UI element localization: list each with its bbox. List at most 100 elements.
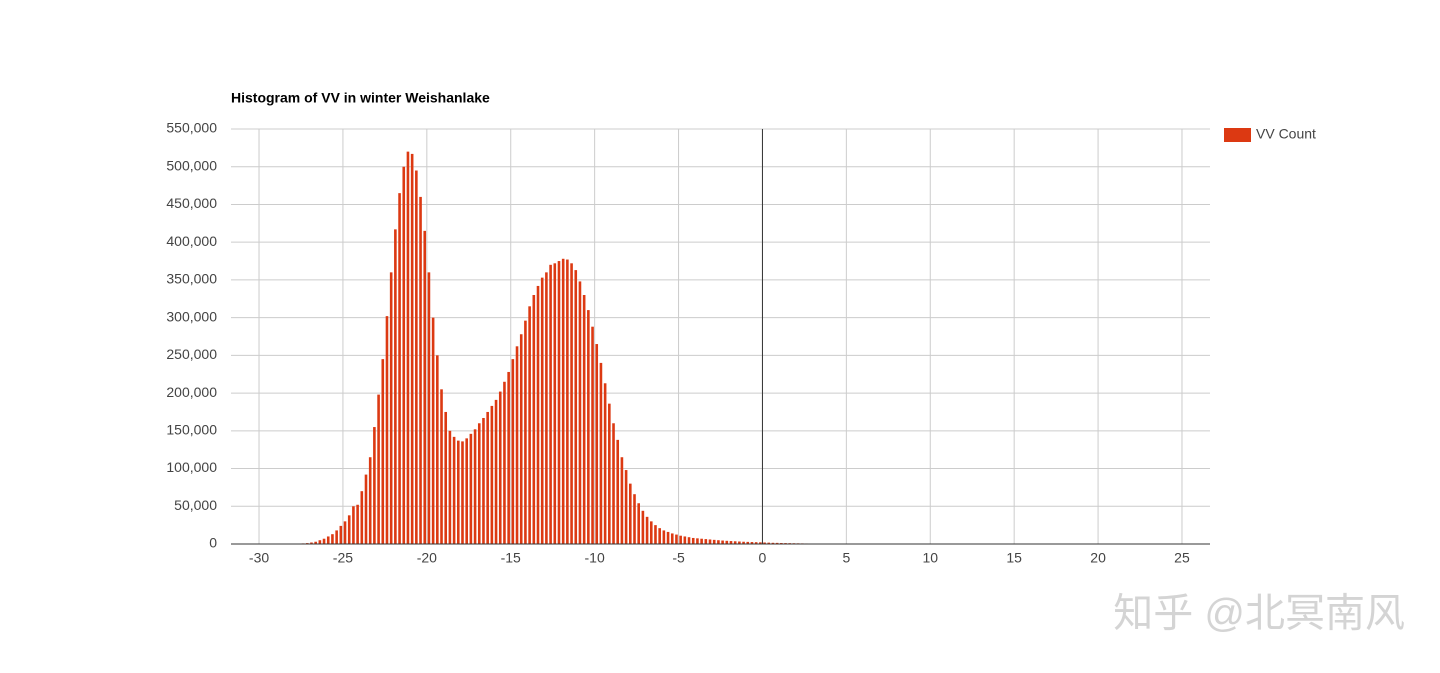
bar [360,491,364,544]
bar [406,151,410,545]
bar [708,539,712,544]
bar [343,521,347,544]
bar [704,539,708,544]
bar [419,196,422,544]
bar [608,403,611,544]
bar [603,383,607,544]
x-tick-label: -5 [672,550,685,566]
bar [658,528,661,544]
bar [456,440,460,544]
bar [712,539,716,544]
bar [389,272,393,544]
bar [578,281,582,544]
bar [540,277,544,544]
bar [700,538,703,544]
watermark: 知乎 @北冥南风 [1113,592,1405,636]
bar [507,371,510,544]
bar [402,166,406,544]
bar [553,263,557,544]
chart-title: Histogram of VV in winter Weishanlake [231,90,490,106]
bar [477,423,481,544]
bar [591,326,594,544]
bar [356,504,359,544]
bar [339,525,343,544]
x-tick-label: -15 [501,550,521,566]
y-tick-label: 150,000 [166,422,217,438]
legend-label: VV Count [1256,126,1316,142]
bar [347,515,351,544]
y-tick-label: 550,000 [166,120,217,136]
bar [490,405,494,544]
y-tick-label: 350,000 [166,271,217,287]
x-tick-label: -10 [585,550,605,566]
bar [318,540,322,544]
bar [624,470,628,544]
bar [322,538,326,544]
bar [649,521,653,544]
bar [742,541,745,544]
bar [666,531,670,544]
bar [436,355,439,544]
bar [645,516,649,544]
bar [519,334,523,544]
bar [595,344,599,544]
bar [532,295,536,544]
bar [721,540,724,544]
bar [629,483,632,544]
bar [691,537,695,544]
x-tick-label: 5 [842,550,850,566]
bar [637,503,640,544]
bar [599,362,603,544]
bar [465,438,468,544]
bar [729,541,733,544]
bar [448,430,452,544]
x-tick-label: 0 [759,550,767,566]
bar [427,272,431,544]
bar [670,533,674,544]
bar [364,474,368,544]
bar [511,359,515,544]
bar [373,427,376,544]
bar [431,317,435,544]
bar [503,381,506,544]
bar [486,411,489,544]
bar [314,541,317,544]
bar [612,423,615,544]
bar [633,494,636,544]
y-tick-label: 500,000 [166,157,217,173]
bar [482,417,485,544]
bar [754,542,758,544]
bar [570,263,573,544]
bar [410,153,414,544]
bar [494,399,498,544]
bar [683,536,687,544]
x-tick-label: 15 [1006,550,1022,566]
bar [771,542,775,544]
bar [381,359,385,544]
bar [750,542,754,544]
bar [524,320,527,544]
x-tick-label: -30 [249,550,269,566]
bar [536,285,540,544]
bar [620,457,624,544]
bar [696,538,699,544]
bar [561,258,565,544]
bar [352,506,355,544]
bar [733,541,737,544]
bar [725,540,729,544]
bar [415,170,418,544]
bar [566,259,569,544]
bar [574,270,578,544]
y-tick-label: 450,000 [166,195,217,211]
legend-swatch [1224,128,1251,142]
bar [335,530,338,544]
x-tick-label: 10 [922,550,938,566]
bar [461,441,464,544]
y-tick-label: 400,000 [166,233,217,249]
bar [368,457,372,544]
y-tick-label: 50,000 [174,497,217,513]
bar [717,540,720,544]
bar [763,542,766,544]
bar [473,429,477,544]
bar [775,542,779,544]
